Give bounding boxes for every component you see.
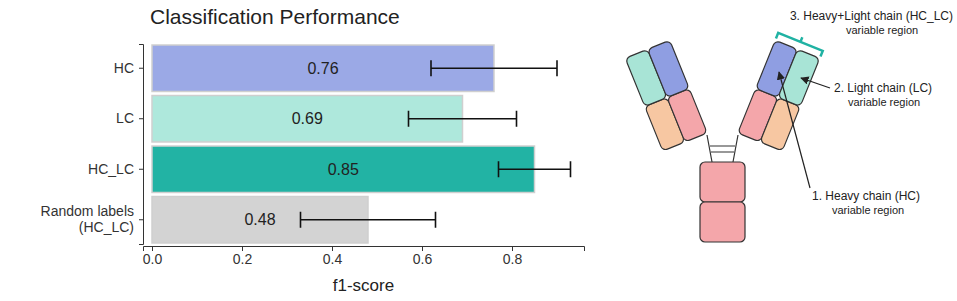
antibody-diagram: 3. Heavy+Light chain (HC_LC)variable reg… — [625, 9, 953, 242]
diagram-label: 3. Heavy+Light chain (HC_LC) — [790, 9, 953, 23]
data-label: 0.76 — [307, 60, 338, 77]
error-bar — [301, 212, 436, 228]
hinge — [707, 135, 738, 162]
heavy-constant — [700, 202, 745, 242]
x-tick: 0.2 — [233, 246, 253, 267]
diagram-sublabel: variable region — [846, 24, 918, 36]
light-variable — [778, 49, 820, 106]
x-tick-label: 0.6 — [413, 251, 433, 267]
title: Classification Performance — [150, 5, 400, 28]
heavy-variable — [648, 40, 690, 97]
y-tick: HC — [114, 60, 143, 76]
plot-area — [152, 45, 571, 243]
y-tick-label: HC_LC — [88, 161, 134, 177]
light-constant — [760, 97, 800, 150]
y-tick-mark — [139, 68, 143, 69]
y-axis: HC LC HC_LC Random labels(HC_LC) — [41, 45, 144, 245]
y-tick: Random labels(HC_LC) — [41, 203, 143, 235]
x-tick: 0.0 — [143, 246, 163, 267]
x-tick: 0.6 — [413, 246, 433, 267]
y-tick: LC — [116, 110, 143, 126]
data-label: 0.48 — [244, 211, 275, 228]
y-tick-label: Random labels(HC_LC) — [41, 203, 134, 235]
x-tick-label: 0.0 — [143, 251, 163, 267]
error-bar — [431, 60, 557, 76]
data-label: 0.69 — [292, 110, 323, 127]
arrow — [779, 72, 810, 188]
x-tick-label: 0.4 — [323, 251, 343, 267]
y-tick-label: LC — [116, 110, 134, 126]
diagram-sublabel: variable region — [848, 96, 920, 108]
x-axis-title: f1-score — [333, 276, 394, 295]
y-tick-mark — [139, 169, 143, 170]
x-axis: 0.0 0.2 0.4 0.6 0.8 — [143, 246, 585, 267]
y-tick-label: HC — [114, 60, 134, 76]
chart: Classification Performance 0.76 0.69 0.85 0.… — [0, 0, 957, 301]
x-tick: 0.4 — [323, 246, 343, 267]
x-tick-label: 0.2 — [233, 251, 253, 267]
bracket — [776, 28, 825, 56]
bar — [152, 146, 535, 192]
diagram-label: 1. Heavy chain (HC) — [812, 189, 920, 203]
arrow — [801, 78, 830, 88]
error-bar — [499, 161, 571, 177]
error-bar — [409, 111, 517, 127]
y-tick-mark — [139, 118, 143, 119]
x-tick-label: 0.8 — [503, 251, 523, 267]
left-arm — [625, 40, 707, 151]
x-tick: 0.8 — [503, 246, 523, 267]
y-axis-line — [139, 45, 144, 245]
data-label: 0.85 — [328, 161, 359, 178]
y-tick: HC_LC — [88, 161, 143, 177]
right-arm — [738, 28, 825, 151]
heavy-constant — [700, 162, 745, 202]
diagram-sublabel: variable region — [832, 204, 904, 216]
y-tick-mark — [139, 219, 143, 220]
diagram-label: 2. Light chain (LC) — [834, 81, 932, 95]
heavy-constant — [667, 89, 707, 142]
